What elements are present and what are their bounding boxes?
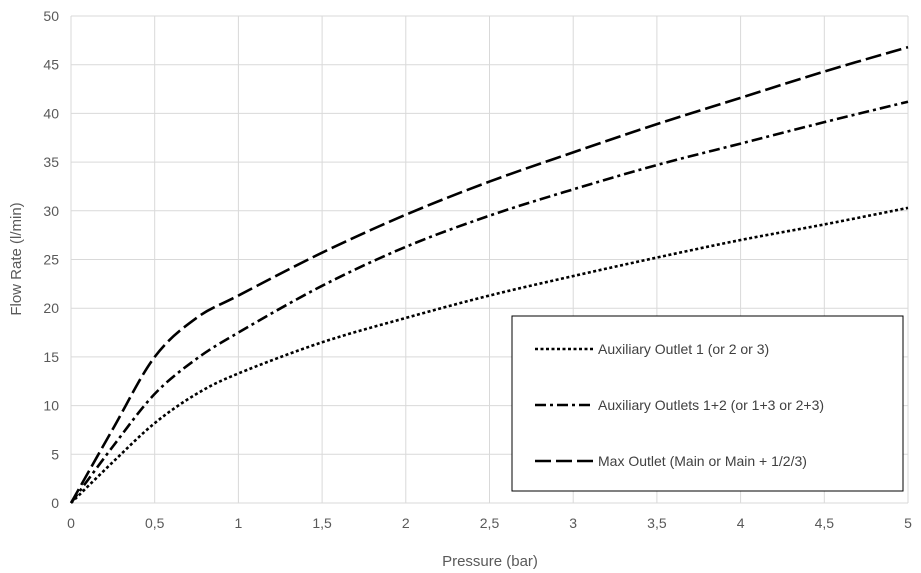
series-line-2 — [69, 100, 909, 504]
y-tick-label: 10 — [43, 398, 59, 414]
x-tick-label: 1 — [235, 515, 243, 531]
series-line-3 — [69, 45, 909, 504]
x-tick-label: 4,5 — [815, 515, 835, 531]
legend-label-aux12: Auxiliary Outlets 1+2 (or 1+3 or 2+3) — [598, 397, 824, 413]
x-tick-label: 1,5 — [312, 515, 332, 531]
y-tick-label: 45 — [43, 57, 59, 73]
y-tick-label: 40 — [43, 105, 59, 121]
x-tick-label: 4 — [737, 515, 745, 531]
legend-label-max: Max Outlet (Main or Main + 1/2/3) — [598, 453, 807, 469]
series-layer — [69, 45, 909, 504]
y-tick-label: 20 — [43, 300, 59, 316]
y-tick-label: 25 — [43, 252, 59, 268]
series-line-1 — [70, 206, 909, 504]
y-tick-label: 30 — [43, 203, 59, 219]
x-tick-label: 2 — [402, 515, 410, 531]
x-tick-label: 0,5 — [145, 515, 165, 531]
x-tick-label: 3,5 — [647, 515, 667, 531]
legend-label-aux1: Auxiliary Outlet 1 (or 2 or 3) — [598, 341, 769, 357]
y-tick-label: 0 — [51, 495, 59, 511]
tick-labels: 0 0,5 1 1,5 2 2,5 3 3,5 4 4,5 50510152025303540455… — [43, 8, 912, 531]
x-tick-label: 2,5 — [480, 515, 500, 531]
y-tick-label: 5 — [51, 446, 59, 462]
x-tick-label: 0 — [67, 515, 75, 531]
y-tick-label: 50 — [43, 8, 59, 24]
legend: Auxiliary Outlet 1 (or 2 or 3) Auxiliary… — [511, 315, 904, 492]
x-tick-label: 3 — [569, 515, 577, 531]
y-axis-title: Flow Rate (l/min) — [8, 202, 25, 315]
x-tick-label: 5 — [904, 515, 912, 531]
x-axis-title: Pressure (bar) — [442, 553, 538, 570]
y-tick-label: 35 — [43, 154, 59, 170]
y-tick-label: 15 — [43, 349, 59, 365]
